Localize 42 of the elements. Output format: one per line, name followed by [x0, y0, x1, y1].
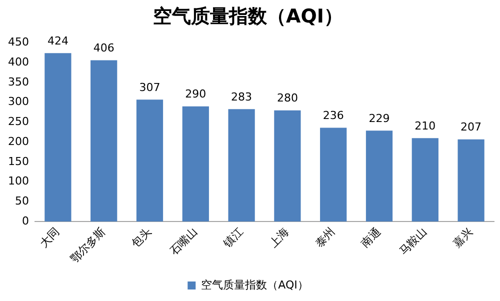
x-tick-label: 镇江 [220, 225, 246, 251]
chart-title: 空气质量指数（AQI） [153, 5, 343, 28]
bar [412, 138, 438, 222]
x-tick-label: 南通 [358, 225, 384, 250]
x-tick-label: 大同 [37, 225, 62, 250]
y-tick-label: 200 [8, 134, 29, 148]
x-tick-label: 上海 [266, 225, 292, 250]
x-tick-label: 嘉兴 [450, 225, 476, 250]
x-tick-label: 鄂尔多斯 [68, 225, 108, 266]
bar [274, 110, 301, 222]
y-tick-label: 400 [8, 56, 29, 69]
y-tick-label: 350 [8, 75, 29, 88]
data-label: 424 [47, 34, 68, 48]
bar [458, 139, 484, 222]
data-label: 290 [185, 88, 206, 101]
bar [366, 130, 393, 222]
data-label: 236 [322, 109, 344, 122]
y-tick-label: 0 [22, 214, 29, 228]
bar [136, 100, 164, 222]
legend-label: 空气质量指数（AQI） [201, 278, 308, 292]
data-label: 280 [276, 92, 298, 105]
x-tick-label: 包头 [129, 225, 154, 250]
bar [228, 109, 255, 222]
bar [182, 106, 209, 222]
data-label: 210 [414, 119, 436, 132]
y-tick-label: 150 [8, 154, 29, 168]
data-label: 283 [231, 90, 252, 104]
data-label: 229 [368, 112, 390, 125]
data-label: 207 [460, 120, 482, 134]
bar [90, 60, 118, 222]
x-tick-label: 马鞍山 [396, 225, 430, 258]
y-tick-label: 300 [8, 95, 29, 108]
x-tick-label: 石嘴山 [167, 225, 200, 258]
y-tick-label: 250 [8, 115, 29, 128]
data-label: 307 [139, 80, 160, 94]
y-tick-label: 100 [8, 174, 29, 188]
x-tick-label: 泰州 [312, 225, 338, 250]
data-label: 406 [93, 42, 114, 55]
bar [44, 53, 72, 222]
y-tick-label: 50 [14, 194, 29, 208]
y-tick-label: 450 [8, 36, 29, 49]
bar [320, 128, 347, 222]
